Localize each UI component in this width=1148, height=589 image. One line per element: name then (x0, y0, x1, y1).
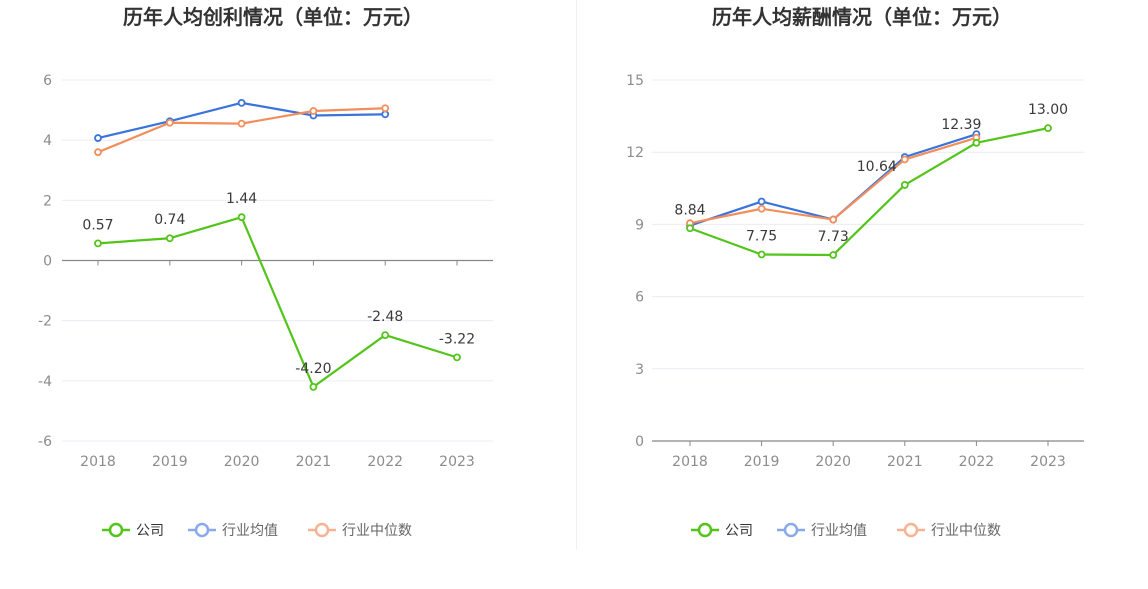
industry-avg-point (94, 134, 102, 142)
industry-median-point (165, 118, 174, 127)
industry-median-point (309, 107, 318, 115)
y-tick-label: -2 (38, 314, 52, 330)
company-point (165, 234, 174, 243)
profit-per-capita-chart: 历年人均创利情况（单位：万元） -6 -4 -2 0 2 4 6 2018 2019 2020 202… (38, 5, 493, 539)
company-point (972, 138, 981, 147)
y-tick-label: 0 (43, 254, 52, 270)
x-tick-label: 2018 (80, 454, 116, 470)
industry-avg-line (689, 133, 977, 227)
industry-median-point (900, 155, 909, 164)
company-line (689, 127, 1049, 257)
y-tick-label: -4 (38, 374, 52, 390)
company-data-label: 7.73 (818, 229, 849, 245)
x-tick-label: 2023 (439, 454, 475, 470)
legend-item-industry-avg[interactable]: 行业均值 (777, 522, 867, 539)
panel-divider (576, 0, 577, 550)
legend-marker-icon (783, 522, 799, 538)
company-point (829, 251, 838, 259)
y-tick-label: 6 (43, 73, 52, 89)
company-data-label: 8.84 (674, 202, 705, 218)
industry-avg-point (757, 197, 766, 206)
y-tick-label: -6 (38, 434, 52, 450)
y-tick-label: 2 (43, 193, 52, 209)
profit-legend: 公司 行业均值 行业中位数 (102, 522, 412, 539)
company-point (237, 213, 246, 222)
legend-item-industry-median[interactable]: 行业中位数 (897, 522, 1001, 539)
company-data-label: 0.57 (82, 217, 113, 233)
company-point (900, 181, 909, 189)
company-data-label: 12.39 (941, 117, 981, 133)
industry-avg-point (237, 98, 246, 107)
industry-median-point (94, 148, 102, 157)
y-tick-label: 12 (626, 145, 644, 161)
x-tick-label: 2022 (959, 454, 995, 470)
company-data-label: -4.20 (295, 361, 331, 377)
company-data-label: -3.22 (439, 331, 475, 347)
profit-chart-title: 历年人均创利情况（单位：万元） (123, 5, 423, 29)
company-line (97, 216, 458, 388)
legend-marker-icon (314, 522, 330, 538)
legend-item-company[interactable]: 公司 (102, 522, 164, 539)
company-data-label: 13.00 (1028, 102, 1068, 118)
y-tick-label: 9 (635, 217, 644, 233)
company-data-label: -2.48 (367, 309, 403, 325)
x-tick-label: 2022 (367, 454, 403, 470)
legend-label: 公司 (725, 523, 753, 539)
industry-avg-point (381, 110, 390, 119)
legend-label: 行业中位数 (931, 523, 1001, 539)
company-point (453, 353, 461, 362)
industry-median-point (381, 104, 390, 113)
legend-label: 行业中位数 (342, 523, 412, 539)
x-tick-label: 2019 (744, 454, 780, 470)
company-data-label: 1.44 (226, 191, 257, 207)
legend-label: 公司 (136, 523, 164, 539)
legend-label: 行业均值 (222, 523, 278, 539)
x-tick-label: 2020 (815, 454, 851, 470)
company-point (686, 224, 694, 233)
salary-chart-title: 历年人均薪酬情况（单位：万元） (712, 5, 1012, 29)
company-point (381, 331, 390, 340)
legend-marker-icon (697, 522, 713, 538)
y-tick-label: 6 (635, 290, 644, 306)
x-tick-label: 2019 (152, 454, 188, 470)
industry-median-point (757, 204, 766, 213)
legend-item-industry-avg[interactable]: 行业均值 (188, 522, 278, 539)
y-tick-label: 4 (43, 133, 52, 149)
salary-legend: 公司 行业均值 行业中位数 (691, 522, 1001, 539)
company-data-label: 0.74 (154, 212, 185, 228)
industry-median-point (829, 215, 838, 224)
legend-label: 行业均值 (811, 523, 867, 539)
company-point (757, 250, 766, 259)
y-tick-label: 3 (635, 362, 644, 378)
x-tick-label: 2020 (224, 454, 260, 470)
industry-median-point (237, 119, 246, 128)
company-point (309, 382, 318, 391)
y-tick-label: 15 (626, 73, 644, 89)
x-tick-label: 2018 (672, 454, 708, 470)
x-tick-label: 2023 (1030, 454, 1066, 470)
legend-marker-icon (194, 522, 210, 538)
legend-item-industry-median[interactable]: 行业中位数 (308, 522, 412, 539)
legend-item-company[interactable]: 公司 (691, 522, 753, 539)
salary-per-capita-chart: 历年人均薪酬情况（单位：万元） 0 3 6 9 12 15 2018 2019 2020 2021 2… (626, 5, 1084, 539)
company-data-label: 7.75 (746, 228, 777, 244)
legend-marker-icon (903, 522, 919, 538)
x-tick-label: 2021 (296, 454, 332, 470)
x-tick-label: 2021 (887, 454, 923, 470)
company-data-label: 10.64 (857, 159, 897, 175)
legend-marker-icon (108, 522, 124, 538)
company-point (94, 239, 102, 248)
y-tick-label: 0 (635, 434, 644, 450)
company-point (1044, 124, 1052, 133)
